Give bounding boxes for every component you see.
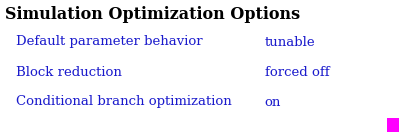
Bar [387,118,399,132]
Text: tunable: tunable [265,36,315,49]
Text: Default parameter behavior: Default parameter behavior [16,36,203,49]
Text: Simulation Optimization Options: Simulation Optimization Options [5,6,300,23]
Text: on: on [265,96,281,109]
Text: forced off: forced off [265,66,329,79]
Text: Conditional branch optimization: Conditional branch optimization [16,96,232,109]
Text: Block reduction: Block reduction [16,66,122,79]
